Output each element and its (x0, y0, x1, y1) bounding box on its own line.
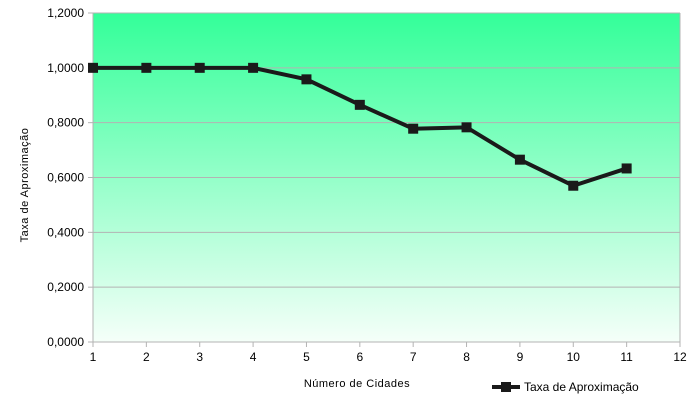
x-tick-label: 7 (410, 350, 417, 364)
x-tick-label: 9 (517, 350, 524, 364)
series-group (88, 62, 632, 191)
y-tick-label: 0,2000 (47, 280, 84, 294)
data-point-marker (301, 74, 312, 85)
legend: Taxa de Aproximação (492, 380, 639, 394)
data-point-marker (354, 99, 365, 110)
x-tick-label: 11 (620, 350, 633, 364)
x-tick-label: 12 (673, 350, 687, 364)
y-tick-label: 0,4000 (47, 225, 84, 239)
x-axis-title: Número de Cidades (304, 378, 410, 390)
x-tick-label: 2 (143, 350, 150, 364)
y-tick-labels: 0,0000 0,2000 0,4000 0,6000 0,8000 1,0000 1,20… (47, 6, 84, 349)
x-tick-label: 3 (196, 350, 203, 364)
y-tick-label: 0,8000 (47, 116, 84, 130)
y-tick-label: 0,6000 (47, 171, 84, 185)
legend-marker-swatch (501, 382, 511, 392)
y-axis-title: Taxa de Aproximação (19, 128, 31, 243)
y-tick-label: 1,2000 (47, 6, 84, 20)
x-tick-label: 10 (567, 350, 581, 364)
x-tick-label: 4 (250, 350, 257, 364)
data-point-marker (408, 123, 419, 134)
x-tick-labels: 1 2 3 4 5 6 7 8 9 10 11 12 (90, 350, 687, 364)
x-tick-label: 6 (356, 350, 363, 364)
legend-label: Taxa de Aproximação (524, 380, 639, 394)
x-tick-label: 1 (90, 350, 97, 364)
data-point-marker (514, 154, 525, 165)
data-point-marker (621, 163, 632, 174)
data-point-marker (248, 62, 259, 73)
data-point-marker (461, 122, 472, 133)
y-tick-label: 0,0000 (47, 335, 84, 349)
x-tick-label: 5 (303, 350, 310, 364)
axes (92, 12, 681, 343)
data-point-marker (568, 180, 579, 191)
data-point-marker (141, 62, 152, 73)
x-tick-label: 8 (463, 350, 470, 364)
y-tick-label: 1,0000 (47, 61, 84, 75)
data-point-marker (88, 62, 98, 73)
data-point-marker (194, 62, 205, 73)
